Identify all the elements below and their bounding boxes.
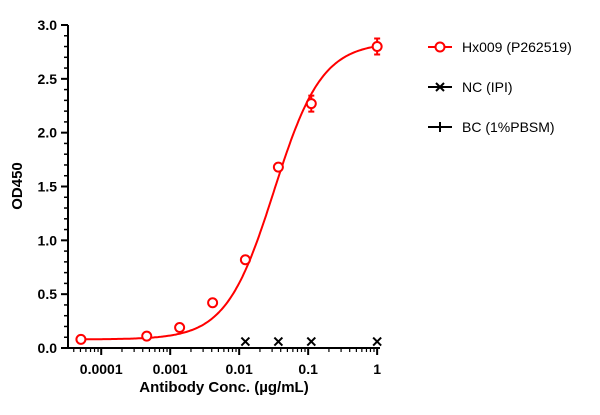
y-axis-label: OD450 bbox=[9, 162, 26, 210]
x-tick-label: 1 bbox=[373, 361, 381, 377]
legend-label: BC (1%PBSM) bbox=[462, 119, 555, 135]
y-tick-label: 1.5 bbox=[38, 179, 58, 195]
axes: 0.0 0.5 1.0 1.5 2.0 2.5 3.0 0.0001 0.001 0.01 0.1 1 bbox=[38, 17, 382, 377]
y-tick-label: 2.5 bbox=[38, 71, 58, 87]
x-tick-label: 0.1 bbox=[298, 361, 318, 377]
x-tick-label: 0.001 bbox=[153, 361, 188, 377]
legend-label: NC (IPI) bbox=[462, 79, 513, 95]
legend: Hx009 (P262519) NC (IPI) BC (1%PBSM) bbox=[428, 39, 572, 135]
data-point bbox=[435, 122, 445, 132]
data-point bbox=[435, 82, 445, 92]
fit-curve-layer bbox=[80, 45, 378, 341]
points-layer bbox=[75, 37, 383, 347]
data-point bbox=[240, 336, 251, 347]
legend-item: Hx009 (P262519) bbox=[428, 39, 572, 55]
x-axis-label: Antibody Conc. (µg/mL) bbox=[139, 379, 308, 396]
data-point bbox=[272, 161, 284, 173]
data-point bbox=[306, 336, 316, 347]
data-point bbox=[305, 98, 317, 110]
data-point bbox=[207, 297, 219, 309]
data-point bbox=[174, 322, 186, 334]
y-tick-label: 0.5 bbox=[38, 286, 58, 302]
data-point bbox=[273, 336, 284, 347]
legend-label: Hx009 (P262519) bbox=[462, 39, 572, 55]
x-tick-label: 0.0001 bbox=[80, 361, 123, 377]
data-point bbox=[141, 330, 153, 342]
legend-item: BC (1%PBSM) bbox=[428, 119, 555, 135]
legend-item: NC (IPI) bbox=[428, 79, 513, 95]
data-point bbox=[239, 254, 251, 266]
data-point bbox=[371, 41, 383, 53]
data-point bbox=[372, 336, 382, 347]
fit-curve bbox=[80, 45, 378, 341]
data-point bbox=[434, 41, 446, 53]
data-point bbox=[75, 333, 87, 345]
x-tick-label: 0.01 bbox=[226, 361, 253, 377]
y-tick-label: 1.0 bbox=[38, 232, 58, 248]
y-tick-label: 0.0 bbox=[38, 340, 58, 356]
y-tick-label: 2.0 bbox=[38, 125, 58, 141]
y-tick-label: 3.0 bbox=[38, 17, 58, 33]
